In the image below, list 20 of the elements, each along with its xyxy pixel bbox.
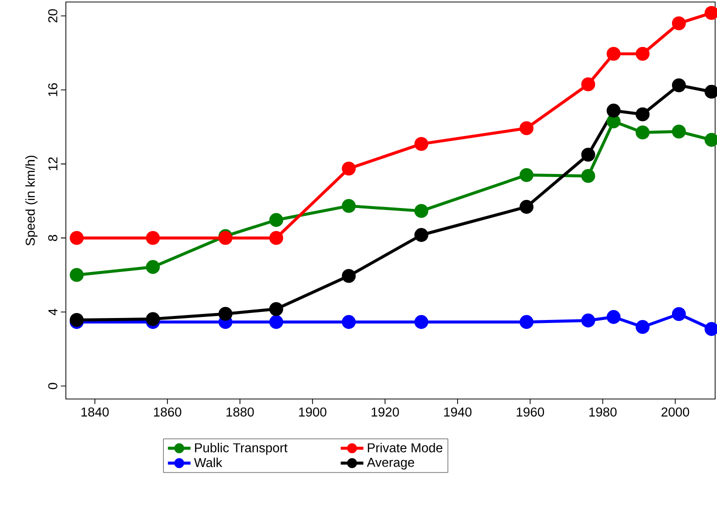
x-tick-label: 2000 xyxy=(662,408,690,417)
x-tick-label: 1940 xyxy=(444,408,472,417)
y-tick-label: 0 xyxy=(48,383,58,390)
y-tick-label: 8 xyxy=(48,235,58,242)
x-tick-label: 1920 xyxy=(372,408,399,417)
legend-label: Public Transport xyxy=(195,442,288,456)
y-axis-title: Speed (in km/h) xyxy=(25,156,38,246)
x-tick-label: 1840 xyxy=(81,408,109,417)
x-tick-label: 1960 xyxy=(516,408,544,417)
y-tick-label: 4 xyxy=(48,308,58,316)
legend-label: Private Mode xyxy=(368,442,442,452)
y-tick-label: 16 xyxy=(48,83,58,96)
y-tick-label: 20 xyxy=(48,9,58,23)
x-tick-label: 1880 xyxy=(226,408,254,417)
x-tick-label: 1980 xyxy=(589,408,617,417)
x-tick-label: 1860 xyxy=(154,408,182,417)
y-tick-label: 12 xyxy=(48,158,58,170)
x-tick-label: 1900 xyxy=(299,408,326,417)
legend-label: Walk xyxy=(194,458,222,468)
legend-label: Average xyxy=(366,458,414,470)
